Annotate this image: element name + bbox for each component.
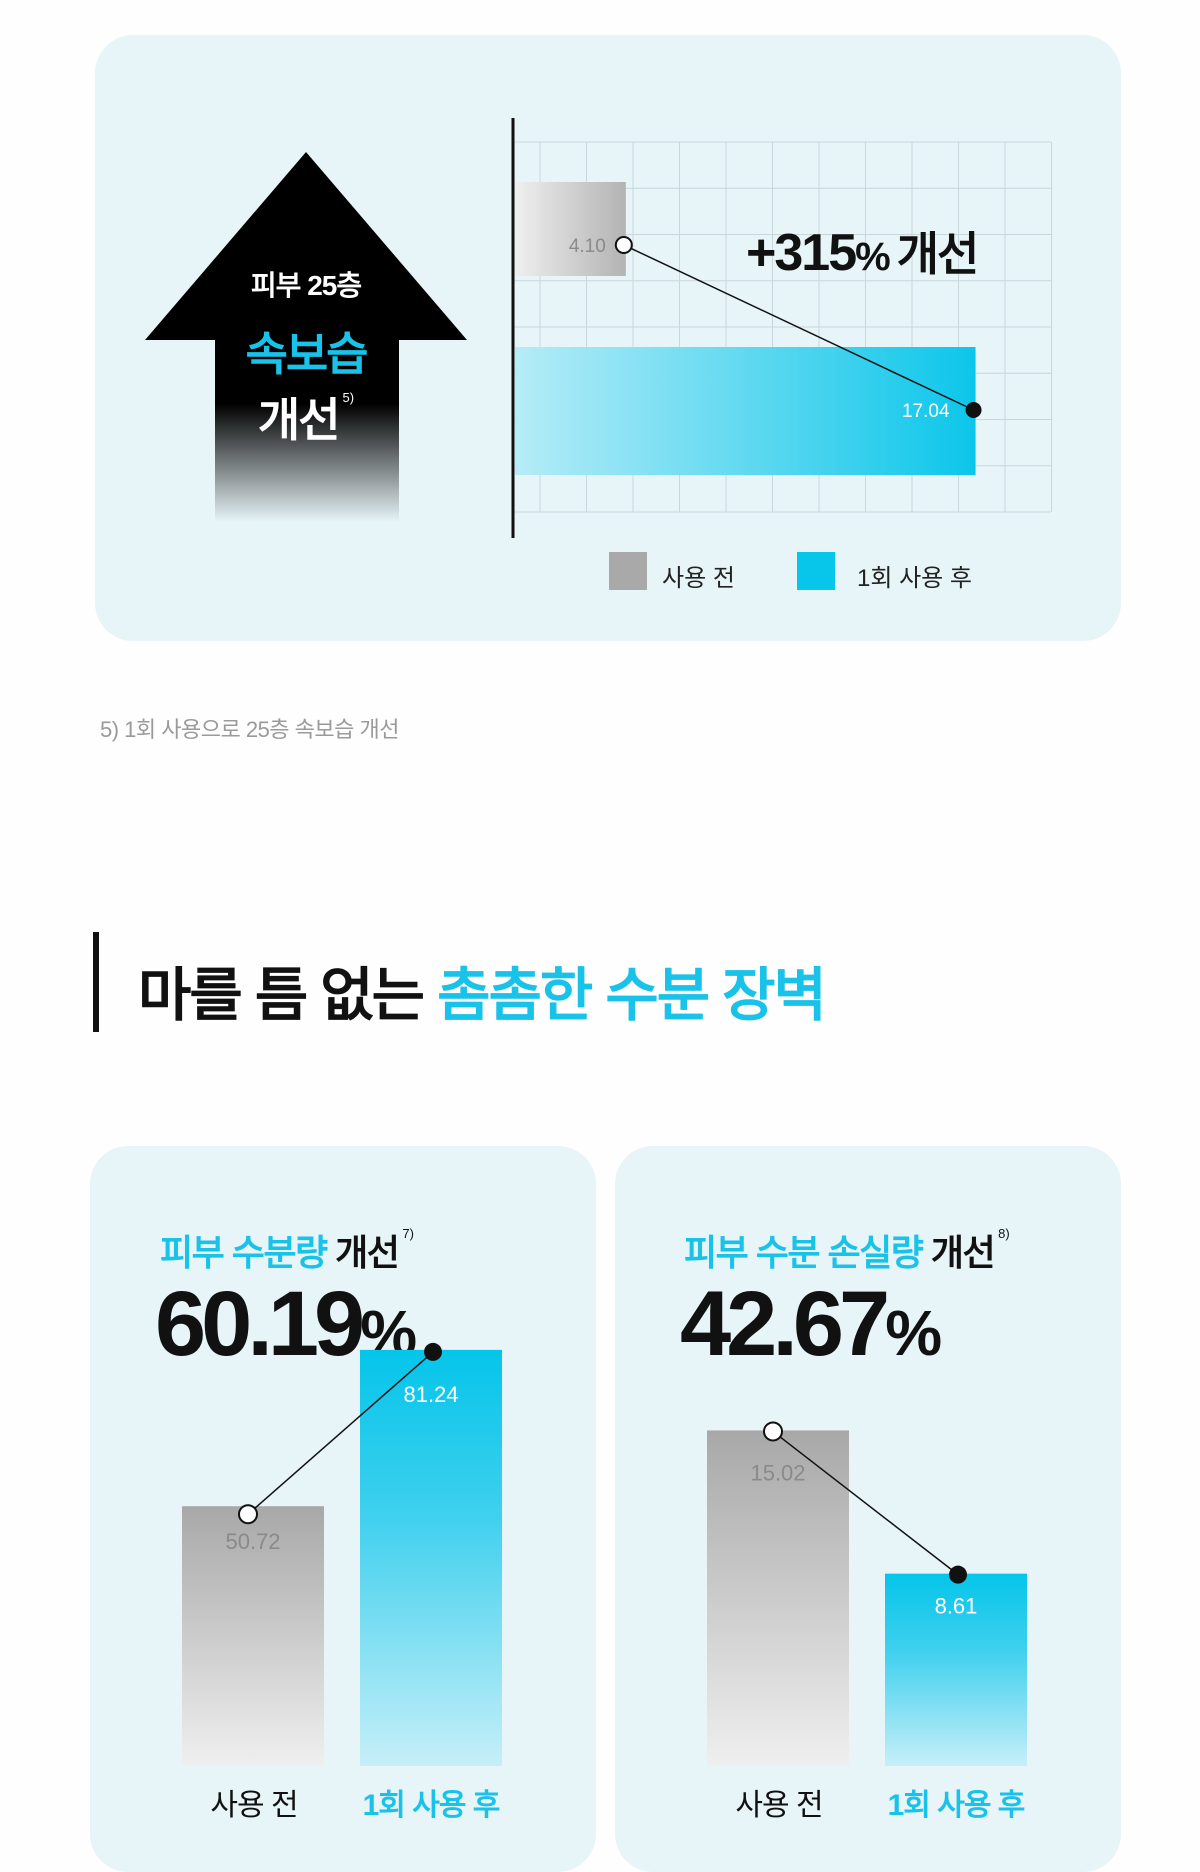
point-before	[614, 236, 633, 254]
arrow-label-skin-layers: 피부 25층	[250, 270, 362, 301]
value-label-after: 8.61	[935, 1594, 978, 1619]
moisture-bar-chart: 50.72 81.24	[182, 1342, 502, 1766]
moisture-loss-card-title: 피부 수분 손실량 개선 8)	[684, 1226, 1010, 1273]
value-label-after: 17.04	[902, 401, 950, 422]
moisture-card-title: 피부 수분량 개선 7)	[160, 1226, 414, 1273]
bar-after	[885, 1573, 1027, 1766]
value-label-before: 4.10	[569, 236, 606, 257]
bar-before	[707, 1430, 849, 1766]
category-label-before: 사용 전	[210, 1789, 298, 1822]
legend-swatch-before	[609, 552, 647, 590]
point-before	[763, 1421, 783, 1442]
moisture-loss-bar-chart: 15.02 8.61	[707, 1421, 1027, 1766]
footnote: 5) 1회 사용으로 25층 속보습 개선	[100, 717, 399, 742]
moisture-loss-card	[615, 1146, 1121, 1872]
point-after	[949, 1565, 967, 1584]
moisture-loss-percent: 42.67%	[680, 1273, 943, 1375]
connector-line	[772, 1430, 959, 1576]
up-arrow-icon	[145, 152, 467, 522]
point-before	[238, 1504, 258, 1525]
legend-swatch-after	[797, 552, 835, 590]
value-label-before: 50.72	[225, 1529, 280, 1554]
bar-before	[515, 182, 626, 276]
heading-accent-bar	[93, 932, 99, 1032]
improvement-label: +315% 개선	[746, 224, 979, 282]
bar-before	[182, 1506, 324, 1766]
footnote-mark: 5)	[342, 390, 355, 405]
connector-line	[247, 1351, 434, 1515]
legend-label-before: 사용 전	[662, 565, 735, 592]
horizontal-bar-chart: 4.10 17.04	[511, 118, 1052, 538]
category-label-before: 사용 전	[735, 1789, 823, 1822]
value-label-before: 15.02	[750, 1460, 805, 1485]
arrow-label-improve: 개선 5)	[257, 390, 355, 446]
category-label-after: 1회 사용 후	[887, 1789, 1026, 1822]
point-after	[965, 402, 982, 418]
point-after	[424, 1342, 442, 1361]
arrow-label-deep-moisture: 속보습	[245, 328, 369, 380]
value-label-after: 81.24	[403, 1382, 458, 1407]
legend-label-after: 1회 사용 후	[857, 565, 973, 592]
bar-after	[360, 1349, 502, 1766]
connector-line	[623, 244, 974, 411]
section-heading: 마를 틈 없는 촘촘한 수분 장벽	[138, 963, 827, 1028]
footnote-mark: 8)	[998, 1226, 1010, 1241]
footnote-mark: 7)	[402, 1226, 414, 1241]
moisture-card	[90, 1146, 596, 1872]
category-label-after: 1회 사용 후	[362, 1789, 501, 1822]
bar-after	[515, 347, 976, 475]
